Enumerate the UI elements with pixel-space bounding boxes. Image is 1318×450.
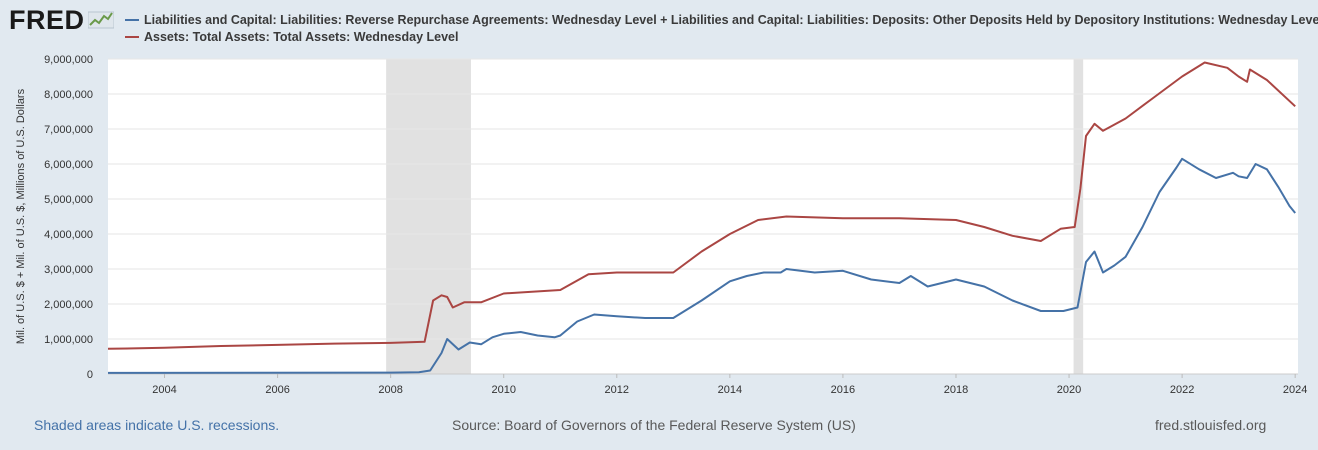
x-tick-label: 2014	[718, 384, 742, 396]
site-link[interactable]: fred.stlouisfed.org	[1155, 417, 1267, 433]
x-tick-label: 2006	[265, 384, 289, 396]
fred-graph-logo-icon	[87, 11, 114, 29]
x-tick-label: 2004	[152, 384, 176, 396]
y-tick-label: 6,000,000	[44, 159, 93, 171]
y-tick-label: 3,000,000	[44, 264, 93, 276]
source-note: Source: Board of Governors of the Federa…	[452, 417, 856, 433]
y-tick-label: 5,000,000	[44, 194, 93, 206]
fred-logo-text: FRED	[9, 5, 85, 35]
recession-band-2	[1073, 59, 1084, 374]
legend-swatch-series-1	[125, 18, 139, 21]
series-line-1	[107, 157, 1296, 374]
plot-area	[108, 59, 1298, 374]
x-tick-label: 2018	[944, 384, 968, 396]
fred-logo[interactable]: FRED	[9, 5, 114, 35]
y-tick-label: 9,000,000	[44, 54, 93, 66]
y-axis-title: Mil. of U.S. $ + Mil. of U.S. $, Million…	[15, 88, 27, 344]
y-tick-label: 2,000,000	[44, 299, 93, 311]
y-tick-label: 8,000,000	[44, 89, 93, 101]
x-tick-label: 2022	[1170, 384, 1194, 396]
x-tick-label: 2020	[1057, 384, 1081, 396]
y-tick-label: 0	[87, 369, 93, 381]
y-tick-label: 1,000,000	[44, 334, 93, 346]
legend-item-series-1: Liabilities and Capital: Liabilities: Re…	[125, 11, 1318, 28]
legend-swatch-series-2	[125, 35, 139, 38]
legend-item-series-2: Assets: Total Assets: Total Assets: Wedn…	[125, 28, 1318, 45]
x-tick-label: 2008	[378, 384, 402, 396]
x-tick-label: 2016	[831, 384, 855, 396]
x-tick-label: 2010	[491, 384, 515, 396]
series-line-2	[107, 61, 1296, 350]
recession-note: Shaded areas indicate U.S. recessions.	[34, 417, 280, 433]
y-tick-label: 4,000,000	[44, 229, 93, 241]
x-tick-label: 2024	[1283, 384, 1307, 396]
x-tick-label: 2012	[605, 384, 629, 396]
chart-legend: Liabilities and Capital: Liabilities: Re…	[125, 11, 1318, 45]
y-tick-label: 7,000,000	[44, 124, 93, 136]
legend-label-series-1: Liabilities and Capital: Liabilities: Re…	[144, 12, 1318, 27]
legend-label-series-2: Assets: Total Assets: Total Assets: Wedn…	[144, 29, 459, 44]
